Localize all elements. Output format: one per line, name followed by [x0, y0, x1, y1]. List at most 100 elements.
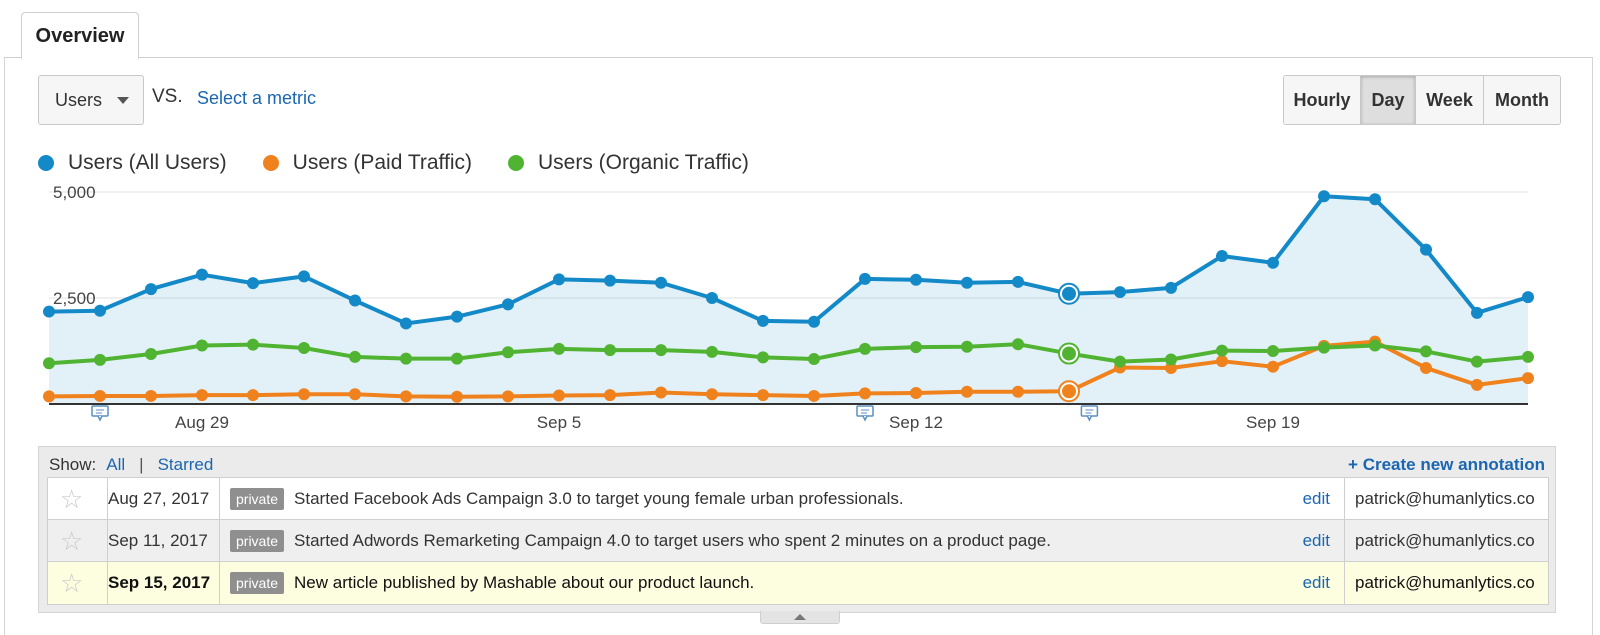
users-line-chart[interactable]: 2,500 5,000 Aug 29 Sep 5 Sep 12 Sep 19 — [0, 0, 1600, 445]
star-cell: ☆ — [48, 478, 108, 519]
data-point — [400, 390, 412, 403]
chart-legend: Users (All Users) Users (Paid Traffic) U… — [38, 151, 785, 175]
x-tick-label: Sep 19 — [1246, 413, 1300, 432]
data-point — [196, 339, 208, 352]
data-point — [1012, 338, 1024, 351]
highlight-point — [1062, 384, 1076, 399]
legend-dot-icon — [262, 155, 279, 171]
annotation-note: New article published by Mashable about … — [294, 573, 755, 592]
legend-item-all-users[interactable]: Users (All Users) — [38, 151, 227, 175]
select-metric-link[interactable]: Select a metric — [197, 88, 317, 108]
data-point — [655, 386, 667, 399]
vs-label: VS. — [152, 86, 183, 107]
edit-link[interactable]: edit — [1302, 530, 1330, 550]
create-annotation-link[interactable]: + Create new annotation — [1348, 455, 1545, 474]
data-point — [1318, 190, 1330, 203]
data-point — [298, 388, 310, 401]
data-point — [1165, 281, 1177, 294]
data-point — [43, 390, 55, 403]
star-cell: ☆ — [48, 520, 108, 561]
data-point — [400, 317, 412, 330]
data-point — [757, 314, 769, 327]
data-point — [451, 390, 463, 403]
edit-link[interactable]: edit — [1302, 573, 1330, 592]
day-button[interactable]: Day — [1361, 76, 1416, 124]
metric-select[interactable]: Users — [38, 75, 144, 125]
data-point — [1420, 243, 1432, 256]
data-point — [757, 389, 769, 402]
data-point — [1216, 344, 1228, 357]
series-line-2 — [48, 342, 1529, 366]
data-point — [247, 338, 259, 351]
data-point — [1522, 350, 1534, 363]
annotation-user: patrick@humanlytics.co — [1355, 573, 1535, 592]
chevron-down-icon — [117, 97, 129, 104]
collapse-annotations-button[interactable] — [760, 611, 840, 624]
data-point — [94, 353, 106, 366]
data-point — [706, 345, 718, 358]
annotation-row[interactable]: ☆ Aug 27, 2017 private Started Facebook … — [48, 478, 1548, 520]
star-icon[interactable]: ☆ — [60, 568, 84, 598]
data-point — [451, 310, 463, 323]
annotation-date: Aug 27, 2017 — [108, 478, 220, 519]
legend-item-organic[interactable]: Users (Organic Traffic) — [508, 151, 749, 175]
hourly-button[interactable]: Hourly — [1284, 76, 1361, 124]
data-point — [1522, 372, 1534, 385]
tab-overview[interactable]: Overview — [21, 12, 139, 59]
data-point — [553, 342, 565, 355]
annotation-marker-icon[interactable] — [1080, 405, 1099, 422]
data-point — [961, 385, 973, 398]
data-point — [94, 389, 106, 402]
annotation-table: ☆ Aug 27, 2017 private Started Facebook … — [47, 477, 1549, 605]
week-button[interactable]: Week — [1416, 76, 1484, 124]
series-line-0 — [48, 194, 1529, 326]
annotation-user: patrick@humanlytics.co — [1355, 530, 1535, 550]
data-point — [604, 344, 616, 357]
legend-label: Users (Organic Traffic) — [538, 151, 749, 174]
annotation-marker-icon[interactable] — [91, 405, 109, 422]
data-point — [1114, 355, 1126, 368]
data-point — [1012, 275, 1024, 288]
data-point — [1114, 286, 1126, 299]
data-point — [1420, 345, 1432, 358]
data-point — [1471, 378, 1483, 391]
data-point — [1318, 341, 1330, 354]
data-point — [1165, 353, 1177, 366]
data-point — [196, 268, 208, 281]
data-point — [502, 298, 514, 311]
star-icon[interactable]: ☆ — [60, 525, 84, 556]
data-point — [604, 274, 616, 287]
data-point — [349, 388, 361, 401]
data-point — [859, 272, 871, 285]
data-point — [655, 344, 667, 357]
data-point — [247, 277, 259, 290]
legend-dot-icon — [508, 155, 524, 171]
legend-label: Users (All Users) — [68, 151, 227, 174]
legend-label: Users (Paid Traffic) — [292, 151, 472, 174]
data-point — [1471, 355, 1483, 368]
data-point — [808, 315, 820, 328]
data-point — [706, 388, 718, 401]
annotation-row-highlighted[interactable]: ☆ Sep 15, 2017 private New article publi… — [48, 562, 1548, 604]
data-point — [1522, 291, 1534, 304]
data-point — [298, 342, 310, 355]
annotation-marker-icon[interactable] — [856, 405, 874, 422]
annotation-note-cell: private Started Adwords Remarketing Camp… — [220, 520, 1345, 561]
filter-all-link[interactable]: All — [106, 455, 126, 474]
annotation-row[interactable]: ☆ Sep 11, 2017 private Started Adwords R… — [48, 520, 1548, 562]
data-point — [145, 347, 157, 360]
data-point — [1369, 339, 1381, 352]
data-point — [1267, 345, 1279, 357]
y-tick-label: 2,500 — [53, 289, 96, 308]
data-point — [400, 352, 412, 365]
private-badge: private — [230, 529, 285, 552]
frame-right-border — [1592, 58, 1593, 635]
data-point — [604, 389, 616, 402]
month-button[interactable]: Month — [1484, 76, 1560, 124]
tab-underline — [4, 57, 1593, 58]
edit-link[interactable]: edit — [1302, 488, 1330, 508]
filter-starred-link[interactable]: Starred — [157, 455, 214, 474]
frame-left-border — [4, 58, 5, 635]
star-icon[interactable]: ☆ — [60, 483, 84, 514]
legend-item-paid[interactable]: Users (Paid Traffic) — [262, 151, 472, 175]
